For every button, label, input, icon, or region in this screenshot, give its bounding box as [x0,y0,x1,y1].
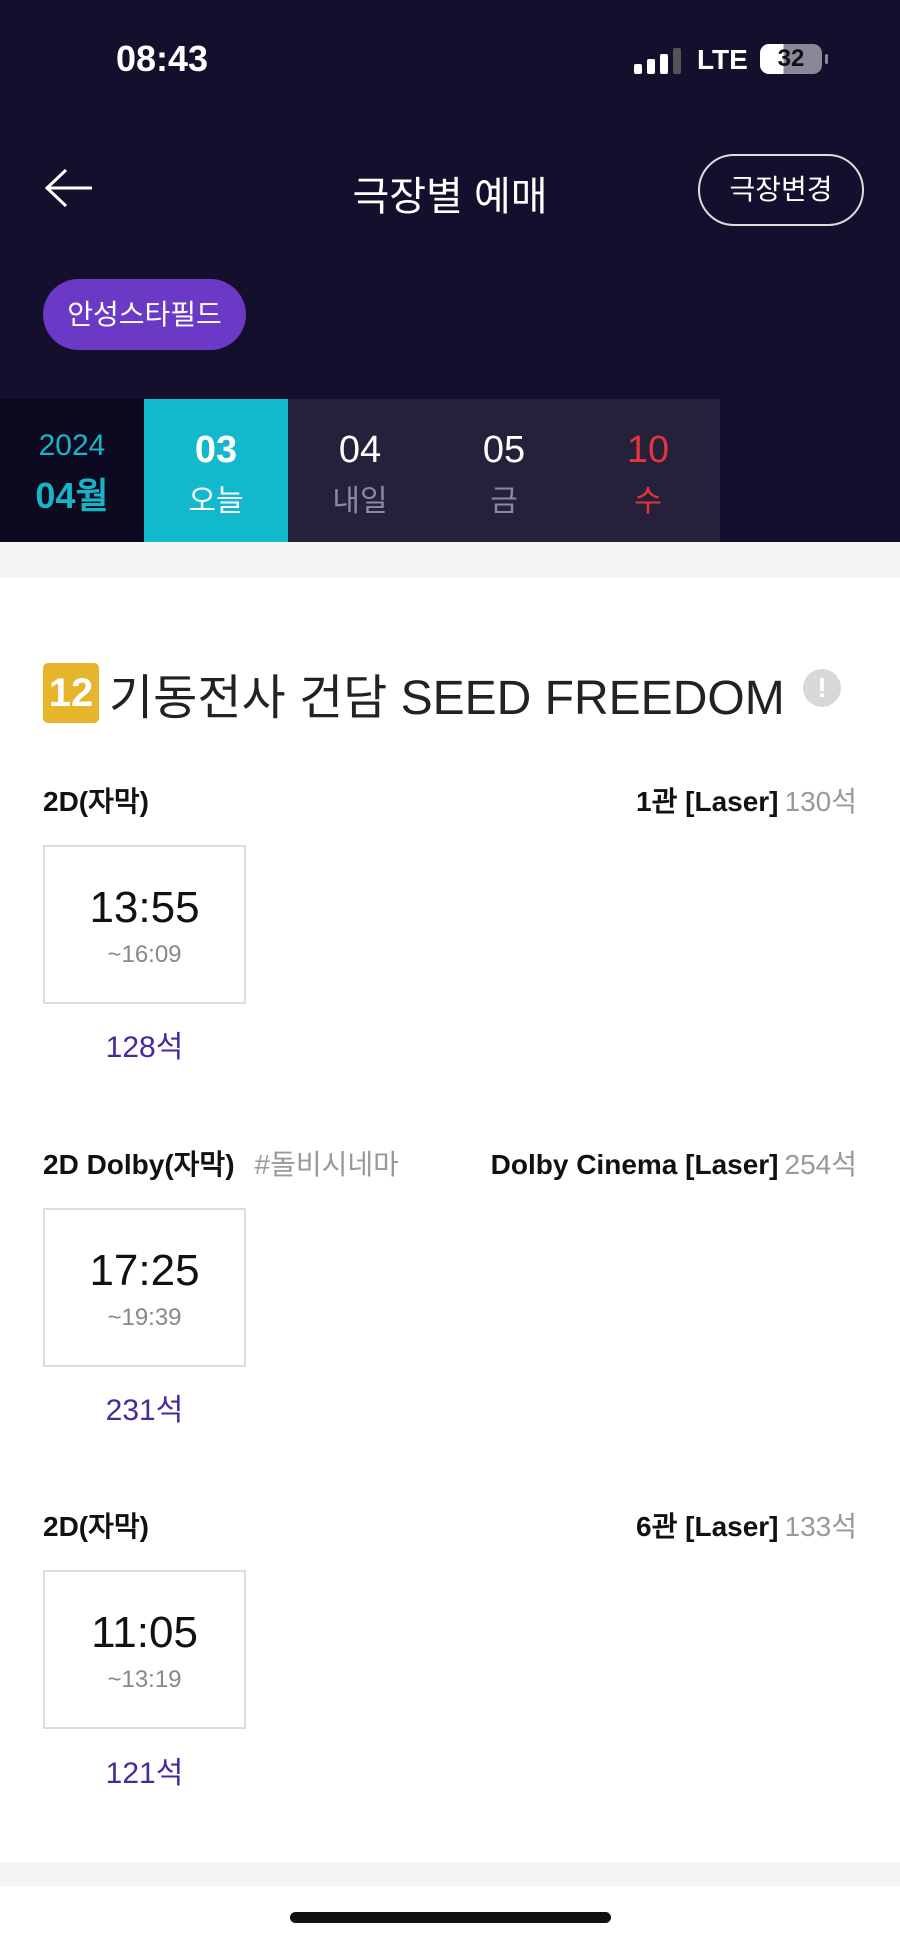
available-seats: 231석 [105,1394,184,1427]
signal-icon [634,48,681,74]
end-time: ~13:19 [107,1666,182,1693]
status-time: 08:43 [116,38,209,79]
showtime-button[interactable]: 11:05 ~13:19 [43,1570,246,1729]
hall: 1관 [Laser] [636,786,779,817]
date-tab-10[interactable]: 10 수 [576,399,720,542]
start-time: 11:05 [91,1608,198,1657]
month: 04월 [35,475,109,516]
date-num: 04 [338,429,382,471]
date-tab-04[interactable]: 04 내일 [288,399,432,542]
showing-header: 2D(자막) 1관 [Laser] 130석 [43,780,857,820]
movie-header: 12 기동전사 건담 SEED FREEDOM [43,658,785,728]
date-num: 05 [482,429,526,471]
date-label: 내일 [332,485,388,518]
theater-chip[interactable]: 안성스타필드 [43,279,246,350]
end-time: ~16:09 [107,941,182,968]
end-time: ~19:39 [107,1304,182,1331]
showtime-button[interactable]: 17:25 ~19:39 [43,1208,246,1367]
available-seats: 121석 [105,1757,184,1790]
hall: 6관 [Laser] [636,1511,779,1542]
date-num: 10 [626,429,670,471]
showing-header: 2D(자막) 6관 [Laser] 133석 [43,1505,857,1545]
movie-title: 기동전사 건담 SEED FREEDOM [109,672,785,725]
date-label: 수 [634,485,662,518]
home-indicator[interactable] [290,1912,611,1923]
capacity: 254석 [784,1149,857,1180]
format: 2D(자막) [43,786,149,817]
year: 2024 [38,429,106,462]
back-arrow-icon[interactable] [44,168,94,208]
date-tab-05[interactable]: 05 금 [432,399,576,542]
page-title: 극장별 예매 [352,175,548,219]
divider [0,542,900,578]
date-num: 03 [194,429,238,471]
date-tab-03[interactable]: 03 오늘 [144,399,288,542]
divider [0,1862,900,1886]
capacity: 130석 [784,786,857,817]
battery-icon: 32 [760,44,828,74]
capacity: 133석 [784,1511,857,1542]
format: 2D(자막) [43,1511,149,1542]
date-label: 금 [490,485,518,518]
change-theater-button[interactable]: 극장변경 [698,154,864,226]
start-time: 13:55 [89,883,200,932]
available-seats: 128석 [105,1031,184,1064]
format: 2D Dolby(자막) [43,1149,235,1180]
showing-header: 2D Dolby(자막) #돌비시네마 Dolby Cinema [Laser] 25… [43,1143,857,1183]
date-label: 오늘 [188,485,244,518]
year-month: 2024 04월 [0,399,144,542]
info-icon[interactable]: ! [803,669,841,707]
age-rating-badge: 12 [43,663,99,723]
network-label: LTE [697,44,748,75]
hashtag: #돌비시네마 [254,1149,399,1180]
date-strip: 2024 04월 03 오늘 04 내일 05 금 10 수 [0,399,720,542]
start-time: 17:25 [89,1246,200,1295]
showtime-button[interactable]: 13:55 ~16:09 [43,845,246,1004]
hall: Dolby Cinema [Laser] [490,1149,779,1180]
